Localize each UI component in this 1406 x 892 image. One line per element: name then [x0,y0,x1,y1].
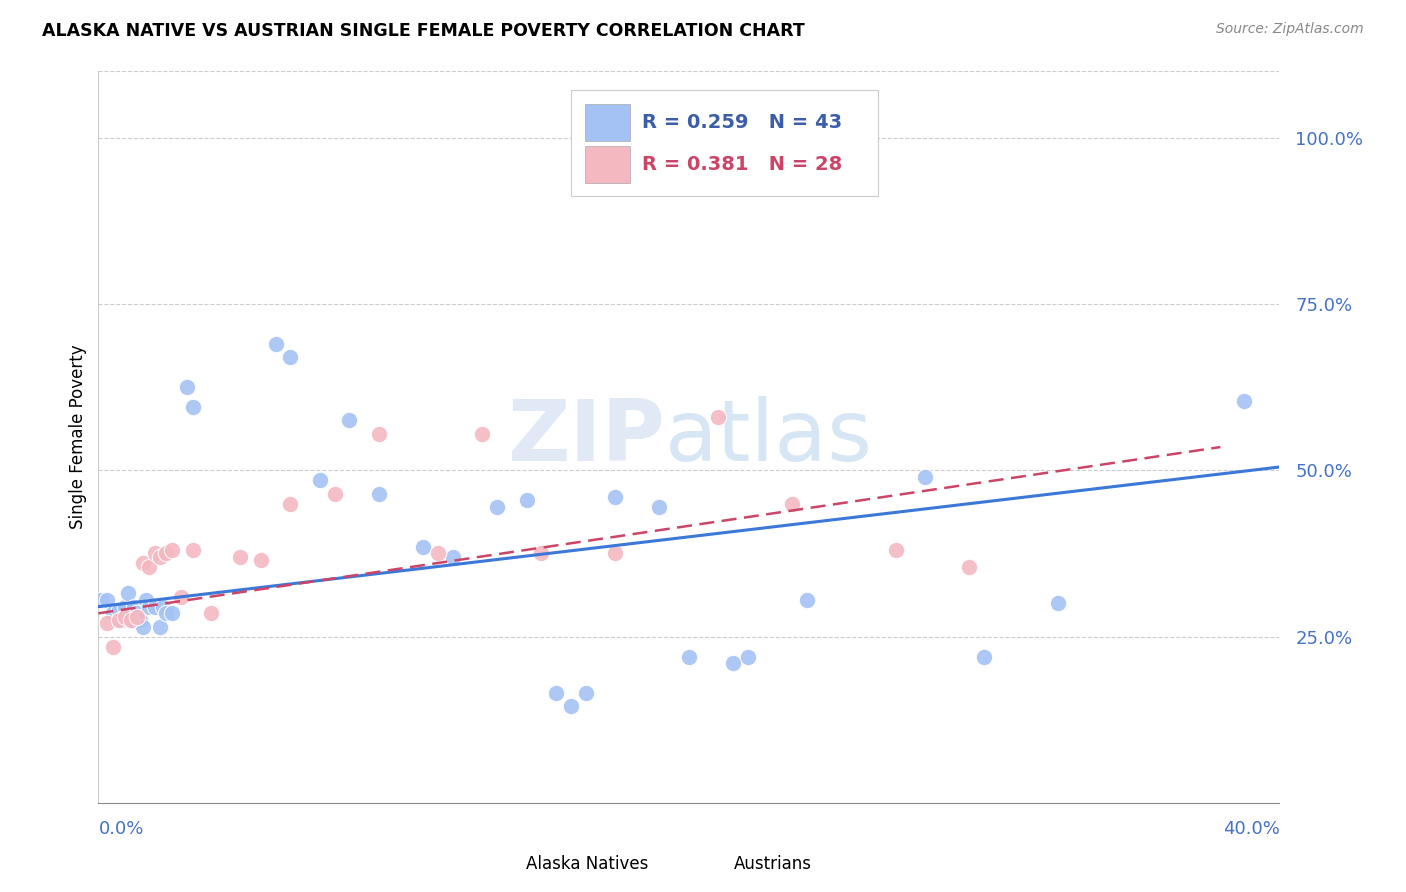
Point [143,546,166,560]
Point [143,599,166,614]
Point [796,593,818,607]
Point [486,500,509,514]
Text: atlas: atlas [665,395,873,479]
Point [114,599,136,614]
Point [229,549,252,564]
Point [368,486,391,500]
Point [1046,596,1069,610]
Point [278,497,302,511]
Point [574,686,596,700]
Point [103,607,125,621]
Point [737,649,759,664]
FancyBboxPatch shape [477,850,515,878]
FancyBboxPatch shape [585,104,630,141]
Point [181,400,204,414]
Text: Alaska Natives: Alaska Natives [526,855,648,873]
Point [337,413,360,427]
Point [149,549,172,564]
Point [135,593,157,607]
Point [155,607,177,621]
Point [544,686,567,700]
Point [200,607,222,621]
Point [914,470,936,484]
FancyBboxPatch shape [585,146,630,183]
Point [471,426,494,441]
Text: R = 0.259   N = 43: R = 0.259 N = 43 [641,113,842,132]
Point [132,557,155,571]
Point [412,540,434,554]
Point [162,543,183,558]
Y-axis label: Single Female Poverty: Single Female Poverty [69,345,87,529]
Point [264,337,287,351]
Point [515,493,537,508]
Point [648,500,671,514]
Point [678,649,700,664]
Point [122,599,145,614]
Text: 40.0%: 40.0% [1223,820,1279,838]
Point [278,351,302,365]
Point [427,546,450,560]
Point [138,599,160,614]
Point [155,546,177,560]
Point [959,559,981,574]
Point [973,649,995,664]
Text: 0.0%: 0.0% [98,820,143,838]
Point [181,543,204,558]
FancyBboxPatch shape [571,90,877,195]
Point [111,613,134,627]
Point [96,616,118,631]
Point [138,559,160,574]
Point [605,490,627,504]
Point [162,607,183,621]
Point [309,473,332,487]
Point [1233,393,1256,408]
Point [368,426,391,441]
Point [250,553,273,567]
Point [149,619,172,633]
Point [323,486,346,500]
Point [120,613,142,627]
Point [530,546,553,560]
Point [170,590,193,604]
Point [120,613,142,627]
Point [103,640,125,654]
Point [707,410,730,425]
Point [128,613,150,627]
Text: Source: ZipAtlas.com: Source: ZipAtlas.com [1216,22,1364,37]
Point [782,497,804,511]
FancyBboxPatch shape [683,850,721,878]
Point [176,380,198,394]
Point [114,609,136,624]
Point [117,586,139,600]
Text: R = 0.381   N = 28: R = 0.381 N = 28 [641,154,842,174]
Point [90,593,112,607]
Point [560,699,582,714]
Point [884,543,907,558]
Point [132,619,155,633]
Text: ZIP: ZIP [508,395,665,479]
Text: ALASKA NATIVE VS AUSTRIAN SINGLE FEMALE POVERTY CORRELATION CHART: ALASKA NATIVE VS AUSTRIAN SINGLE FEMALE … [42,22,804,40]
Point [108,603,131,617]
Point [605,546,627,560]
Point [125,607,148,621]
Point [721,656,744,670]
Point [96,593,118,607]
Point [125,609,148,624]
Text: Austrians: Austrians [734,855,811,873]
Point [108,613,131,627]
Point [441,549,464,564]
Point [152,599,174,614]
